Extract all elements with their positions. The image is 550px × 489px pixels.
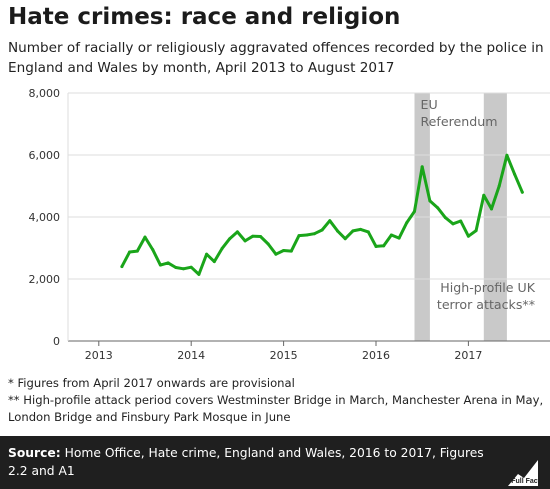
data-point-2017-08: [520, 190, 524, 194]
data-point-2014-05: [220, 247, 224, 251]
data-point-2017-01: [466, 234, 470, 238]
source-citation: Home Office, Hate crime, England and Wal…: [8, 446, 484, 478]
data-point-2014-02: [197, 272, 201, 276]
data-point-2013-11: [174, 266, 178, 270]
data-point-2013-08: [151, 248, 155, 252]
band-label-0-0: EU: [421, 97, 438, 112]
data-point-2017-05: [497, 184, 501, 188]
data-point-2015-09: [343, 237, 347, 241]
data-point-2016-12: [459, 219, 463, 223]
data-point-2015-02: [289, 249, 293, 253]
data-point-2013-09: [158, 263, 162, 267]
y-tick-label-0: 0: [53, 335, 60, 348]
x-tick-label-2: 2015: [270, 349, 298, 362]
data-point-2016-06: [413, 209, 416, 213]
data-point-2015-08: [336, 229, 339, 233]
data-point-2014-04: [212, 260, 216, 264]
data-point-2015-04: [305, 233, 309, 237]
footnotes: * Figures from April 2017 onwards are pr…: [8, 375, 544, 426]
data-point-2016-04: [397, 236, 401, 240]
data-point-2016-02: [382, 244, 386, 248]
chart-subtitle: Number of racially or religiously aggrav…: [8, 40, 544, 76]
band-label-1-0: High-profile UK: [440, 280, 535, 295]
data-point-2013-12: [182, 267, 185, 271]
data-point-2015-07: [328, 219, 332, 223]
data-point-2014-03: [205, 252, 209, 256]
data-point-2017-07: [513, 172, 517, 176]
data-point-2016-01: [374, 244, 378, 248]
footnote-provisional: * Figures from April 2017 onwards are pr…: [8, 376, 295, 390]
y-tick-label-4: 8,000: [29, 87, 61, 100]
series-line-layer: [120, 153, 524, 276]
chart-title: Hate crimes: race and religion: [8, 4, 401, 30]
data-point-2014-12: [274, 252, 278, 256]
y-tick-label-3: 6,000: [29, 149, 61, 162]
data-point-2015-12: [366, 230, 370, 234]
footnote-attack-period: ** High-profile attack period covers Wes…: [8, 393, 544, 424]
data-point-2014-06: [228, 237, 232, 241]
data-point-2017-06: [505, 153, 509, 157]
data-point-2014-07: [235, 230, 239, 234]
x-axis: 2013 2014 2015 2016 2017: [67, 93, 550, 362]
x-tick-label-3: 2016: [362, 349, 390, 362]
data-point-2013-06: [135, 249, 139, 253]
x-tick-label-0: 2013: [85, 349, 113, 362]
source-text: Source: Home Office, Hate crime, England…: [8, 444, 488, 480]
data-point-2013-07: [143, 235, 147, 239]
x-tick-label-4: 2017: [454, 349, 482, 362]
data-point-2017-03: [482, 193, 486, 197]
gridlines: [68, 92, 550, 280]
data-point-2016-08: [428, 199, 432, 203]
band-labels: EU Referendum High-profile UK terror attack…: [421, 97, 536, 312]
data-point-2016-03: [389, 233, 393, 237]
data-point-2014-11: [266, 242, 270, 246]
data-point-2015-06: [320, 228, 324, 232]
y-tick-label-2: 4,000: [29, 211, 61, 224]
y-tick-label-1: 2,000: [29, 273, 61, 286]
x-tick-label-1: 2014: [177, 349, 205, 362]
data-point-2016-09: [436, 206, 440, 210]
data-point-2013-05: [128, 250, 132, 254]
band-label-1-1: terror attacks**: [437, 297, 535, 312]
data-point-2016-05: [405, 221, 409, 225]
data-point-2014-08: [243, 239, 247, 243]
y-axis: 0 2,000 4,000 6,000 8,000: [29, 87, 61, 348]
logo-text: Full Fact: [511, 478, 540, 485]
data-point-2015-05: [312, 232, 316, 236]
data-point-2015-11: [359, 227, 363, 231]
data-point-2013-10: [166, 261, 170, 265]
full-fact-logo-icon: Full Fact: [508, 460, 541, 486]
source-label: Source:: [8, 446, 61, 460]
data-point-2015-10: [351, 229, 355, 233]
data-point-2016-11: [451, 222, 455, 226]
data-point-2014-01: [189, 265, 193, 269]
data-point-2014-09: [251, 234, 255, 238]
band-label-0-1: Referendum: [421, 114, 498, 129]
data-point-2017-02: [474, 229, 478, 233]
data-point-2014-10: [259, 235, 262, 239]
data-point-2015-01: [282, 248, 286, 252]
source-footer: Source: Home Office, Hate crime, England…: [0, 436, 550, 489]
data-point-2013-04: [120, 265, 124, 269]
data-point-2016-10: [443, 216, 447, 220]
series-line-0: [120, 153, 524, 276]
data-point-2017-04: [490, 207, 493, 211]
data-point-2016-07: [420, 165, 424, 169]
data-point-2015-03: [297, 234, 301, 238]
